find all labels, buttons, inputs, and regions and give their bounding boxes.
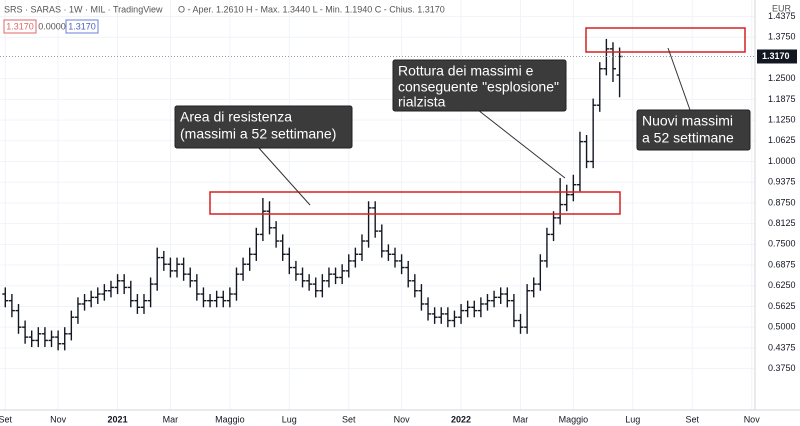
x-tick-label: Maggio [559, 414, 589, 424]
x-tick-label: Mar [163, 414, 179, 424]
badge-text: 1.3170 [68, 21, 96, 31]
y-tick-label: 1.4375 [768, 11, 796, 21]
y-tick-label: 1.3750 [768, 32, 796, 42]
annotation-text: Rottura dei massimi e [398, 63, 534, 79]
highlight-box [585, 27, 746, 53]
annotation-text: rialzista [398, 94, 446, 110]
x-tick-label: Lug [282, 414, 297, 424]
badge-text: 0.0000 [38, 21, 66, 31]
annotation-text: conseguente "esplosione" [398, 79, 559, 95]
x-tick-label: Mar [513, 414, 529, 424]
badge-text: 1.3170 [6, 21, 34, 31]
highlight-box [209, 191, 621, 215]
y-tick-label: 0.3750 [768, 363, 796, 373]
annotation-box [174, 105, 353, 149]
y-tick-label: 1.1875 [768, 94, 796, 104]
y-tick-label: 1.1250 [768, 114, 796, 124]
badge [3, 19, 37, 34]
annotation-text: a 52 settimane [642, 130, 734, 146]
ohlc-info: O - Aper. 1.2610 H - Max. 1.3440 L - Min… [178, 4, 445, 14]
y-tick-label: 0.8125 [768, 218, 796, 228]
annotations: Area di resistenza (massimi a 52 settima… [174, 27, 751, 215]
pointer [477, 109, 566, 179]
price-label-layer: 1.4375 1.3750 1.2500 1.1875 1.1250 1.0625 1.00… [0, 11, 797, 424]
y-tick-label: 0.6250 [768, 280, 796, 290]
x-tick-label: Set [685, 414, 699, 424]
badge [65, 19, 99, 34]
y-tick-label: 0.4375 [768, 342, 796, 352]
annotation-text: Area di resistenza [180, 109, 292, 125]
x-tick-label: 2021 [108, 414, 128, 424]
last-price-label: 1.3170 [762, 51, 790, 61]
y-tick-label: 0.6875 [768, 259, 796, 269]
y-tick-label: 0.9375 [768, 177, 796, 187]
plot-area [0, 0, 755, 410]
y-tick-label: 0.8750 [768, 197, 796, 207]
currency: EUR [772, 3, 792, 13]
annotation-text: Nuovi massimi [642, 113, 733, 129]
y-tick-label: 1.2500 [768, 73, 796, 83]
annotation-text: (massimi a 52 settimane) [180, 126, 336, 142]
pointer [257, 146, 311, 206]
y-tick-label: 0.7500 [768, 239, 796, 249]
x-tick-label: Maggio [215, 414, 245, 424]
y-tick-label: 1.0625 [768, 135, 796, 145]
x-tick-label: Nov [744, 414, 761, 424]
pointer [667, 47, 691, 111]
x-tick-label: Set [0, 414, 13, 424]
annotation-box [392, 59, 567, 112]
annotation-box [636, 109, 751, 151]
symbol-info: SRS · SARAS · 1W · MIL · TradingView [4, 4, 163, 14]
x-tick-label: Lug [625, 414, 640, 424]
x-tick-label: 2022 [451, 414, 471, 424]
last-price-tag [757, 49, 797, 64]
y-tick-label: 1.0000 [768, 156, 796, 166]
x-tick-label: Nov [394, 414, 411, 424]
y-tick-label: 0.5625 [768, 301, 796, 311]
x-tick-label: Set [342, 414, 356, 424]
y-tick-label: 0.5000 [768, 322, 796, 332]
x-tick-label: Nov [50, 414, 67, 424]
